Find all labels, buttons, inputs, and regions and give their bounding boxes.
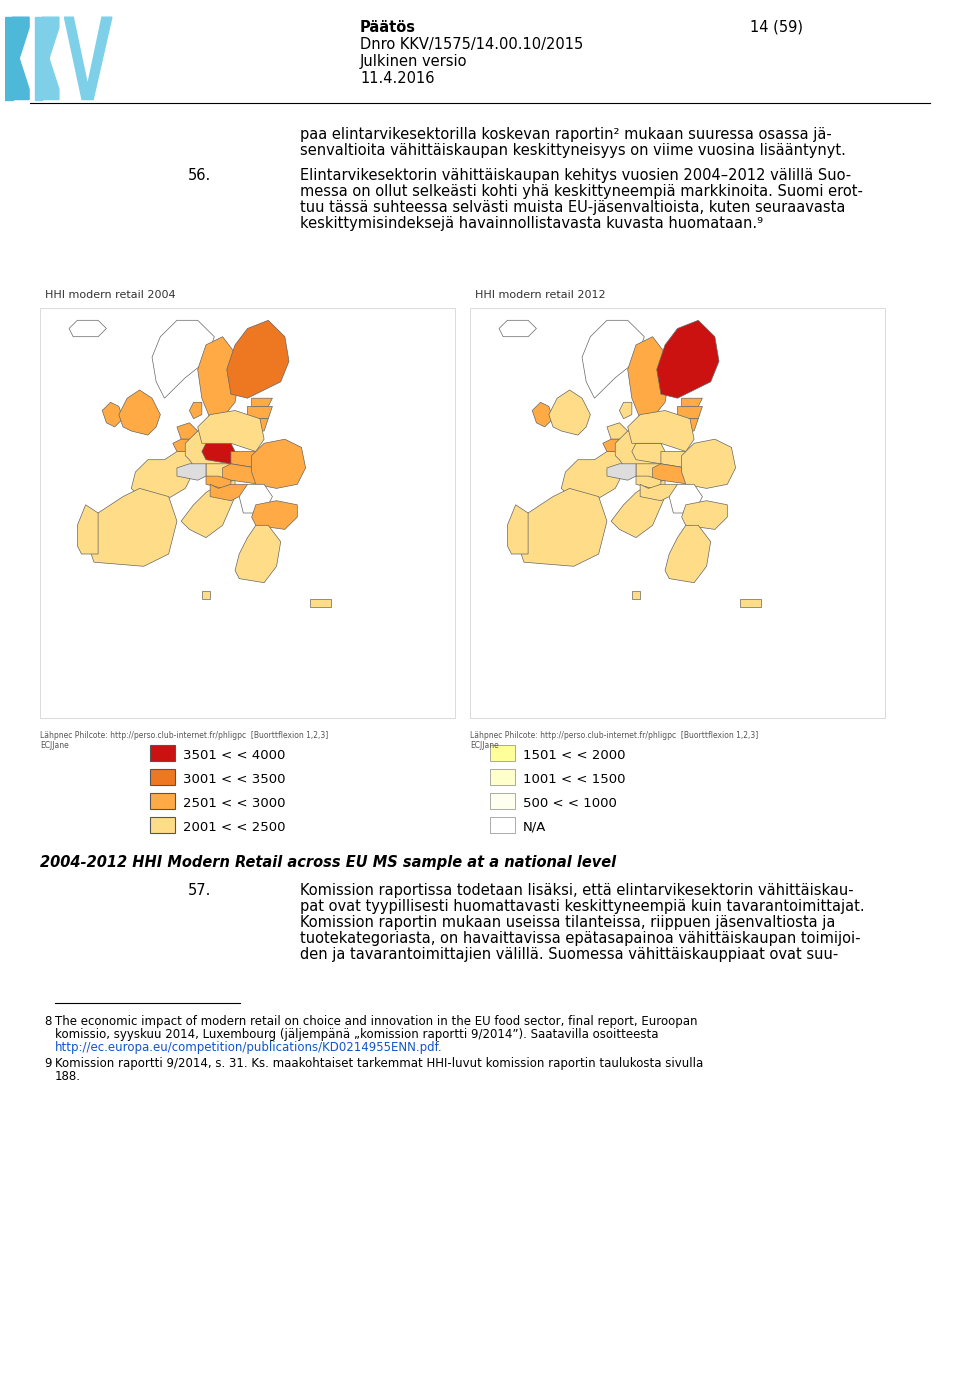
Polygon shape [181, 481, 235, 538]
Polygon shape [198, 411, 264, 452]
Text: Komission raportti 9/2014, s. 31. Ks. maakohtaiset tarkemmat HHI-luvut komission: Komission raportti 9/2014, s. 31. Ks. ma… [55, 1057, 704, 1070]
Text: Lähpnec Philcote: http://perso.club-internet.fr/phligpc  [Buorttflexion 1,2,3]
E: Lähpnec Philcote: http://perso.club-inte… [470, 730, 758, 751]
Bar [150, 769, 175, 785]
Text: N/A: N/A [523, 821, 546, 833]
Text: Julkinen versio: Julkinen versio [360, 54, 468, 69]
Polygon shape [85, 489, 177, 566]
Polygon shape [152, 320, 214, 398]
Bar [150, 746, 175, 761]
Polygon shape [78, 505, 98, 553]
Polygon shape [69, 320, 107, 336]
Text: tuu tässä suhteessa selvästi muista EU-jäsenvaltioista, kuten seuraavasta: tuu tässä suhteessa selvästi muista EU-j… [300, 200, 846, 216]
Polygon shape [223, 464, 273, 485]
Bar [490, 746, 515, 761]
Text: 3001 < < 3500: 3001 < < 3500 [183, 773, 285, 785]
Polygon shape [202, 443, 235, 464]
Polygon shape [682, 439, 735, 489]
Polygon shape [64, 16, 112, 100]
Text: The economic impact of modern retail on choice and innovation in the EU food sec: The economic impact of modern retail on … [55, 1015, 698, 1028]
Polygon shape [678, 406, 703, 419]
Polygon shape [682, 398, 703, 406]
Polygon shape [177, 423, 198, 439]
Bar [5, 18, 12, 100]
Polygon shape [42, 16, 59, 58]
Text: 2001 < < 2500: 2001 < < 2500 [183, 821, 285, 833]
Polygon shape [673, 419, 698, 431]
Polygon shape [248, 406, 273, 419]
Bar [150, 817, 175, 833]
Polygon shape [669, 485, 703, 514]
Polygon shape [636, 464, 678, 481]
Polygon shape [549, 390, 590, 435]
Polygon shape [607, 464, 636, 481]
Polygon shape [532, 402, 553, 427]
Text: 500 < < 1000: 500 < < 1000 [523, 796, 617, 810]
Polygon shape [507, 505, 528, 553]
Bar [35, 18, 42, 100]
Polygon shape [562, 452, 624, 501]
Text: 3501 < < 4000: 3501 < < 4000 [183, 750, 285, 762]
Polygon shape [628, 336, 669, 423]
Text: den ja tavarantoimittajien välillä. Suomessa vähittäiskauppiaat ovat suu-: den ja tavarantoimittajien välillä. Suom… [300, 947, 838, 962]
Text: 2501 < < 3000: 2501 < < 3000 [183, 796, 285, 810]
Polygon shape [177, 464, 206, 481]
Polygon shape [189, 402, 202, 419]
Polygon shape [119, 390, 160, 435]
Text: Päätös: Päätös [360, 21, 416, 34]
Polygon shape [628, 411, 694, 452]
Polygon shape [210, 485, 248, 501]
Text: 11.4.2016: 11.4.2016 [360, 71, 435, 86]
Bar [150, 794, 175, 809]
Text: 8: 8 [44, 1015, 52, 1028]
Polygon shape [185, 431, 231, 476]
Polygon shape [665, 526, 710, 582]
Bar [490, 794, 515, 809]
Text: 56.: 56. [188, 168, 211, 183]
Text: Lähpnec Philcote: http://perso.club-internet.fr/phligpc  [Buorttflexion 1,2,3]
E: Lähpnec Philcote: http://perso.club-inte… [40, 730, 328, 751]
Polygon shape [516, 489, 607, 566]
Polygon shape [12, 16, 29, 58]
Polygon shape [499, 320, 537, 336]
Polygon shape [607, 423, 628, 439]
Polygon shape [636, 476, 660, 489]
Text: HHI modern retail 2004: HHI modern retail 2004 [45, 290, 176, 299]
Bar [40, 308, 455, 718]
Text: Komission raportissa todetaan lisäksi, että elintarvikesektorin vähittäiskau-: Komission raportissa todetaan lisäksi, e… [300, 883, 853, 898]
Text: 2004-2012 HHI Modern Retail across EU MS sample at a national level: 2004-2012 HHI Modern Retail across EU MS… [40, 855, 616, 870]
Polygon shape [740, 599, 760, 607]
Polygon shape [632, 443, 665, 464]
Polygon shape [12, 58, 29, 100]
Polygon shape [657, 320, 719, 398]
Polygon shape [206, 476, 231, 489]
Polygon shape [619, 402, 632, 419]
Polygon shape [231, 452, 260, 468]
Polygon shape [103, 402, 123, 427]
Polygon shape [682, 501, 728, 530]
Polygon shape [185, 452, 189, 456]
Text: paa elintarvikesektorilla koskevan raportin² mukaan suuressa osassa jä-: paa elintarvikesektorilla koskevan rapor… [300, 126, 831, 141]
Polygon shape [202, 590, 210, 599]
Bar [490, 769, 515, 785]
Text: 1001 < < 1500: 1001 < < 1500 [523, 773, 626, 785]
Polygon shape [243, 419, 268, 431]
Text: HHI modern retail 2012: HHI modern retail 2012 [475, 290, 606, 299]
Polygon shape [42, 58, 59, 100]
Text: keskittymisindeksejä havainnollistavasta kuvasta huomataan.⁹: keskittymisindeksejä havainnollistavasta… [300, 216, 763, 231]
Polygon shape [235, 526, 280, 582]
Text: 9: 9 [44, 1057, 52, 1070]
Polygon shape [615, 452, 619, 456]
Polygon shape [252, 439, 305, 489]
Text: http://ec.europa.eu/competition/publications/KD0214955ENN.pdf.: http://ec.europa.eu/competition/publicat… [55, 1041, 443, 1054]
Bar [490, 817, 515, 833]
Text: komissio, syyskuu 2014, Luxembourg (jäljempänä „komission raportti 9/2014”). Saa: komissio, syyskuu 2014, Luxembourg (jälj… [55, 1028, 659, 1041]
Polygon shape [132, 452, 194, 501]
Text: tuotekategoriasta, on havaittavissa epätasapainoa vähittäiskaupan toimijoi-: tuotekategoriasta, on havaittavissa epät… [300, 931, 860, 946]
Text: 14 (59): 14 (59) [750, 21, 803, 34]
Polygon shape [640, 485, 678, 501]
Text: 57.: 57. [188, 883, 211, 898]
Text: messa on ollut selkeästi kohti yhä keskittyneempiä markkinoita. Suomi erot-: messa on ollut selkeästi kohti yhä keski… [300, 184, 863, 199]
Polygon shape [582, 320, 644, 398]
Polygon shape [603, 439, 628, 452]
Text: pat ovat tyypillisesti huomattavasti keskittyneempiä kuin tavarantoimittajat.: pat ovat tyypillisesti huomattavasti kes… [300, 899, 865, 914]
Polygon shape [612, 481, 665, 538]
